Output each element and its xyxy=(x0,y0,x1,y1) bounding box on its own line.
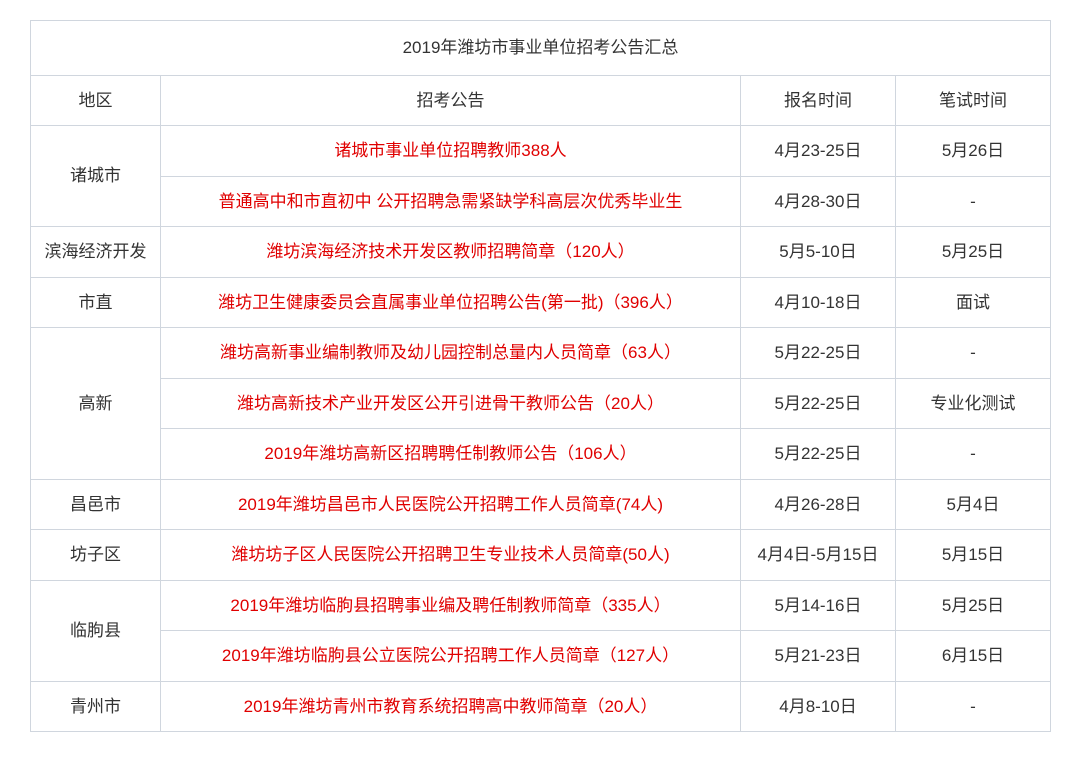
signup-time-cell: 5月22-25日 xyxy=(741,328,896,379)
announcement-cell[interactable]: 潍坊卫生健康委员会直属事业单位招聘公告(第一批)（396人） xyxy=(161,277,741,328)
recruitment-table: 2019年潍坊市事业单位招考公告汇总 地区 招考公告 报名时间 笔试时间 诸城市… xyxy=(30,20,1051,732)
signup-time-cell: 5月5-10日 xyxy=(741,227,896,278)
region-cell: 市直 xyxy=(31,277,161,328)
exam-time-cell: - xyxy=(896,681,1051,732)
table-row: 潍坊高新技术产业开发区公开引进骨干教师公告（20人）5月22-25日专业化测试 xyxy=(31,378,1051,429)
exam-time-cell: 5月26日 xyxy=(896,126,1051,177)
header-signup: 报名时间 xyxy=(741,75,896,126)
signup-time-cell: 4月8-10日 xyxy=(741,681,896,732)
table-row: 临朐县2019年潍坊临朐县招聘事业编及聘任制教师简章（335人）5月14-16日… xyxy=(31,580,1051,631)
header-announcement: 招考公告 xyxy=(161,75,741,126)
announcement-cell[interactable]: 潍坊高新技术产业开发区公开引进骨干教师公告（20人） xyxy=(161,378,741,429)
signup-time-cell: 5月22-25日 xyxy=(741,378,896,429)
table-row: 2019年潍坊临朐县公立医院公开招聘工作人员简章（127人）5月21-23日6月… xyxy=(31,631,1051,682)
region-cell: 坊子区 xyxy=(31,530,161,581)
table-row: 诸城市诸城市事业单位招聘教师388人4月23-25日5月26日 xyxy=(31,126,1051,177)
announcement-cell[interactable]: 2019年潍坊临朐县公立医院公开招聘工作人员简章（127人） xyxy=(161,631,741,682)
exam-time-cell: 5月4日 xyxy=(896,479,1051,530)
title-row: 2019年潍坊市事业单位招考公告汇总 xyxy=(31,21,1051,76)
region-cell: 青州市 xyxy=(31,681,161,732)
table-row: 昌邑市2019年潍坊昌邑市人民医院公开招聘工作人员简章(74人)4月26-28日… xyxy=(31,479,1051,530)
header-region: 地区 xyxy=(31,75,161,126)
signup-time-cell: 5月14-16日 xyxy=(741,580,896,631)
table-row: 市直潍坊卫生健康委员会直属事业单位招聘公告(第一批)（396人）4月10-18日… xyxy=(31,277,1051,328)
signup-time-cell: 5月22-25日 xyxy=(741,429,896,480)
signup-time-cell: 4月23-25日 xyxy=(741,126,896,177)
table-row: 2019年潍坊高新区招聘聘任制教师公告（106人）5月22-25日- xyxy=(31,429,1051,480)
signup-time-cell: 4月10-18日 xyxy=(741,277,896,328)
table-body: 2019年潍坊市事业单位招考公告汇总 地区 招考公告 报名时间 笔试时间 诸城市… xyxy=(31,21,1051,732)
announcement-cell[interactable]: 诸城市事业单位招聘教师388人 xyxy=(161,126,741,177)
exam-time-cell: 专业化测试 xyxy=(896,378,1051,429)
signup-time-cell: 4月4日-5月15日 xyxy=(741,530,896,581)
announcement-cell[interactable]: 潍坊滨海经济技术开发区教师招聘简章（120人） xyxy=(161,227,741,278)
table-title: 2019年潍坊市事业单位招考公告汇总 xyxy=(31,21,1051,76)
region-cell: 临朐县 xyxy=(31,580,161,681)
signup-time-cell: 4月28-30日 xyxy=(741,176,896,227)
announcement-cell[interactable]: 2019年潍坊青州市教育系统招聘高中教师简章（20人） xyxy=(161,681,741,732)
exam-time-cell: - xyxy=(896,429,1051,480)
table-row: 青州市2019年潍坊青州市教育系统招聘高中教师简章（20人）4月8-10日- xyxy=(31,681,1051,732)
table-row: 高新潍坊高新事业编制教师及幼儿园控制总量内人员简章（63人）5月22-25日- xyxy=(31,328,1051,379)
region-cell: 昌邑市 xyxy=(31,479,161,530)
header-exam: 笔试时间 xyxy=(896,75,1051,126)
announcement-cell[interactable]: 2019年潍坊昌邑市人民医院公开招聘工作人员简章(74人) xyxy=(161,479,741,530)
exam-time-cell: - xyxy=(896,176,1051,227)
announcement-cell[interactable]: 潍坊坊子区人民医院公开招聘卫生专业技术人员简章(50人) xyxy=(161,530,741,581)
header-row: 地区 招考公告 报名时间 笔试时间 xyxy=(31,75,1051,126)
announcement-cell[interactable]: 潍坊高新事业编制教师及幼儿园控制总量内人员简章（63人） xyxy=(161,328,741,379)
announcement-cell[interactable]: 普通高中和市直初中 公开招聘急需紧缺学科高层次优秀毕业生 xyxy=(161,176,741,227)
announcement-cell[interactable]: 2019年潍坊高新区招聘聘任制教师公告（106人） xyxy=(161,429,741,480)
exam-time-cell: - xyxy=(896,328,1051,379)
recruitment-table-wrapper: 2019年潍坊市事业单位招考公告汇总 地区 招考公告 报名时间 笔试时间 诸城市… xyxy=(30,20,1050,732)
exam-time-cell: 面试 xyxy=(896,277,1051,328)
region-cell: 滨海经济开发 xyxy=(31,227,161,278)
announcement-cell[interactable]: 2019年潍坊临朐县招聘事业编及聘任制教师简章（335人） xyxy=(161,580,741,631)
region-cell: 诸城市 xyxy=(31,126,161,227)
exam-time-cell: 5月25日 xyxy=(896,580,1051,631)
exam-time-cell: 5月15日 xyxy=(896,530,1051,581)
signup-time-cell: 5月21-23日 xyxy=(741,631,896,682)
table-row: 滨海经济开发潍坊滨海经济技术开发区教师招聘简章（120人）5月5-10日5月25… xyxy=(31,227,1051,278)
table-row: 坊子区潍坊坊子区人民医院公开招聘卫生专业技术人员简章(50人)4月4日-5月15… xyxy=(31,530,1051,581)
table-row: 普通高中和市直初中 公开招聘急需紧缺学科高层次优秀毕业生4月28-30日- xyxy=(31,176,1051,227)
exam-time-cell: 6月15日 xyxy=(896,631,1051,682)
exam-time-cell: 5月25日 xyxy=(896,227,1051,278)
signup-time-cell: 4月26-28日 xyxy=(741,479,896,530)
region-cell: 高新 xyxy=(31,328,161,480)
